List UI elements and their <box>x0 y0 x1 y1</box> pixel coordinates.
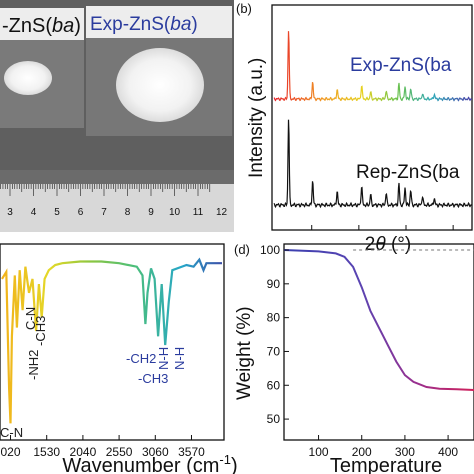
annot-ch3-2: -CH3 <box>138 371 168 386</box>
ruler-number: 10 <box>169 207 181 218</box>
tga-xtick-label: 200 <box>352 445 372 459</box>
panel-c-frame <box>0 243 225 441</box>
ruler-number: 4 <box>31 207 37 218</box>
ruler-number: 7 <box>101 207 107 218</box>
legend-rep: Rep-ZnS(ba <box>356 162 460 183</box>
ruler-number: 5 <box>54 207 60 218</box>
panel-c-xlabel: Wavenumber (cm-1) <box>62 452 237 474</box>
tga-xtick-label: 400 <box>438 445 458 459</box>
annot-nh-2: N-H <box>172 347 187 370</box>
panel-b-frame <box>271 4 473 231</box>
panel-b-xrd: (b) Intensity (a.u.) Exp-ZnS(ba Rep-ZnS(… <box>236 1 473 255</box>
annot-ch3-1: -CH3 <box>33 316 48 346</box>
tga-ytick-label: 80 <box>267 311 281 325</box>
tga-curve <box>283 249 474 391</box>
ruler-number: 6 <box>78 207 84 218</box>
ftir-tick-label: 3570 <box>178 445 205 459</box>
legend-exp: Exp-ZnS(ba <box>350 55 452 76</box>
annot-nh2: -NH2 <box>26 350 41 380</box>
panel-d-ylabel: Weight (%) <box>234 306 255 400</box>
tga-ytick-label: 100 <box>260 243 280 257</box>
powder-pile-right <box>116 48 204 122</box>
panel-b-label: (b) <box>236 1 252 16</box>
ftir-tick-label: 1530 <box>33 445 60 459</box>
annot-c-n-1: C-N <box>23 307 38 330</box>
ruler-number: 11 <box>193 207 204 218</box>
tga-x-ticks: 100 200 300 400 <box>309 435 458 459</box>
panel-b-ylabel: Intensity (a.u.) <box>246 58 267 178</box>
ftir-tick-label: 3060 <box>142 445 169 459</box>
panel-d-label: (d) <box>234 242 250 257</box>
panel-a-photo: -ZnS(ba) Exp-ZnS(ba) 3 4 5 6 7 8 9 10 11 12 <box>0 0 234 232</box>
label-box-left <box>0 8 84 40</box>
tga-y-ticks: 100 90 80 70 60 50 <box>260 243 289 426</box>
xrd-series-exp <box>273 31 472 102</box>
tga-xtick-label: 100 <box>309 445 329 459</box>
tga-ytick-label: 70 <box>267 344 281 358</box>
powder-pile-left <box>4 61 52 95</box>
ftir-tick-label: 2040 <box>70 445 97 459</box>
xrd-series-rep <box>273 119 473 209</box>
sample-label-left: -ZnS(ba) <box>2 15 81 37</box>
annot-nh-1: N-H <box>156 347 171 370</box>
ruler-numbers: 3 4 5 6 7 8 9 10 11 12 <box>7 207 227 218</box>
tga-ytick-label: 60 <box>267 378 281 392</box>
ruler-number: 8 <box>125 207 131 218</box>
ftir-spectrum <box>1 257 222 424</box>
tga-ytick-label: 50 <box>267 412 281 426</box>
paper-edge-shadow <box>0 170 234 184</box>
xrd-x-ticks: 10203040 <box>311 225 454 230</box>
ruler-ticks <box>0 184 211 196</box>
label-box-right <box>86 6 232 38</box>
panel-c-ftir: C-N -CH3 -NH2 C-N -CH2 -CH3 N-H N-H 020 1… <box>0 243 238 474</box>
annot-ch2: -CH2 <box>126 351 156 366</box>
ftir-tick-label: 2550 <box>106 445 133 459</box>
ruler-number: 12 <box>216 207 228 218</box>
annot-c-n-2: C-N <box>0 425 23 440</box>
ruler-number: 3 <box>7 207 13 218</box>
ruler-number: 9 <box>148 207 154 218</box>
panel-d-tga: (d) Weight (%) 100 90 80 70 60 50 100 200 300 40… <box>234 242 474 474</box>
sample-label-right: Exp-ZnS(ba) <box>90 14 198 35</box>
tga-ytick-label: 90 <box>267 277 281 291</box>
panel-d-xlabel: Temperature <box>330 455 442 474</box>
panel-d-frame <box>283 243 474 441</box>
ruler <box>0 184 234 232</box>
tga-xtick-label: 300 <box>395 445 415 459</box>
ftir-x-ticks: 020 1530 2040 2550 3060 3570 <box>1 435 205 459</box>
ftir-tick-label: 020 <box>1 445 21 459</box>
